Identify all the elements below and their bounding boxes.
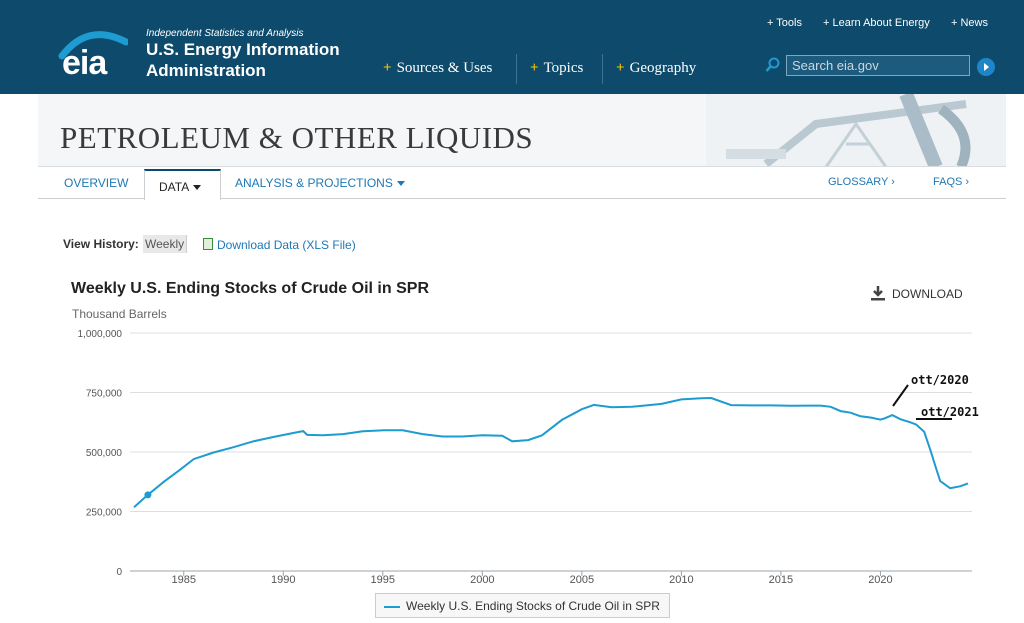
eia-logo[interactable]: eia	[62, 44, 107, 82]
spreadsheet-icon	[203, 238, 213, 250]
tab-data[interactable]: DATA	[144, 169, 221, 200]
toplink-tools[interactable]: + Tools	[767, 17, 802, 29]
tab-glossary[interactable]: GLOSSARY ›	[828, 176, 895, 188]
x-tick-label: 2000	[470, 574, 494, 586]
x-tick-label: 1985	[172, 574, 196, 586]
y-tick-label: 750,000	[86, 389, 123, 400]
x-tick-label: 2005	[570, 574, 594, 586]
x-tick-label: 2015	[769, 574, 793, 586]
legend-swatch	[384, 605, 400, 608]
nav-divider	[516, 54, 517, 84]
annotation-pointer-2020	[892, 384, 909, 407]
org-name-line2[interactable]: Administration	[146, 61, 266, 80]
tab-faqs[interactable]: FAQS ›	[933, 176, 970, 188]
x-tick-label: 2020	[868, 574, 892, 586]
view-history-label: View History:	[63, 237, 139, 251]
section-banner: PETROLEUM & OTHER LIQUIDS	[38, 94, 1006, 167]
nav-geography[interactable]: + Geography	[616, 60, 697, 76]
eia-logo-swoosh-icon	[58, 31, 128, 60]
caret-down-icon	[396, 181, 405, 187]
y-tick-label: 500,000	[86, 448, 123, 459]
org-name-line1[interactable]: U.S. Energy Information	[146, 40, 340, 59]
data-point-marker	[144, 491, 152, 499]
y-tick-label: 250,000	[86, 508, 123, 519]
plus-icon: +	[383, 60, 392, 76]
x-tick-label: 2010	[669, 574, 693, 586]
annotation-ott-2021: ott/2021	[921, 405, 979, 419]
nav-topics[interactable]: + Topics	[530, 60, 584, 76]
chart-y-unit: Thousand Barrels	[72, 307, 167, 321]
annotation-ott-2020: ott/2020	[911, 373, 969, 387]
search-go-button[interactable]	[977, 58, 995, 76]
plus-icon: +	[616, 60, 625, 76]
chart-legend[interactable]: Weekly U.S. Ending Stocks of Crude Oil i…	[375, 593, 670, 618]
chart-title: Weekly U.S. Ending Stocks of Crude Oil i…	[71, 280, 429, 297]
tab-overview[interactable]: OVERVIEW	[64, 176, 129, 190]
download-xls-link[interactable]: Download Data (XLS File)	[203, 238, 356, 252]
y-tick-label: 1,000,000	[78, 329, 123, 340]
plus-icon: +	[530, 60, 539, 76]
tagline: Independent Statistics and Analysis	[146, 28, 304, 39]
section-tabs: OVERVIEW DATA ANALYSIS & PROJECTIONS GLO…	[38, 168, 1006, 200]
search-input[interactable]: Search eia.gov	[786, 55, 970, 76]
tab-analysis-projections[interactable]: ANALYSIS & PROJECTIONS	[235, 176, 405, 190]
caret-down-icon	[193, 185, 202, 191]
series-line	[133, 396, 969, 508]
chart-download-button[interactable]: DOWNLOAD	[870, 285, 963, 301]
site-header: eia Independent Statistics and Analysis …	[0, 0, 1024, 94]
x-tick-label: 1990	[271, 574, 295, 586]
view-history-select[interactable]: Weekly	[143, 235, 188, 253]
search-icon	[765, 57, 780, 72]
nav-divider	[602, 54, 603, 84]
pumpjack-illustration	[706, 94, 1006, 166]
page-title: PETROLEUM & OTHER LIQUIDS	[60, 120, 534, 155]
x-tick-label: 1995	[371, 574, 395, 586]
nav-sources-uses[interactable]: + Sources & Uses	[383, 60, 493, 76]
toplink-news[interactable]: + News	[951, 17, 988, 29]
toplink-learn-about-energy[interactable]: + Learn About Energy	[823, 17, 930, 29]
y-tick-label: 0	[116, 567, 122, 578]
download-icon	[871, 286, 885, 301]
